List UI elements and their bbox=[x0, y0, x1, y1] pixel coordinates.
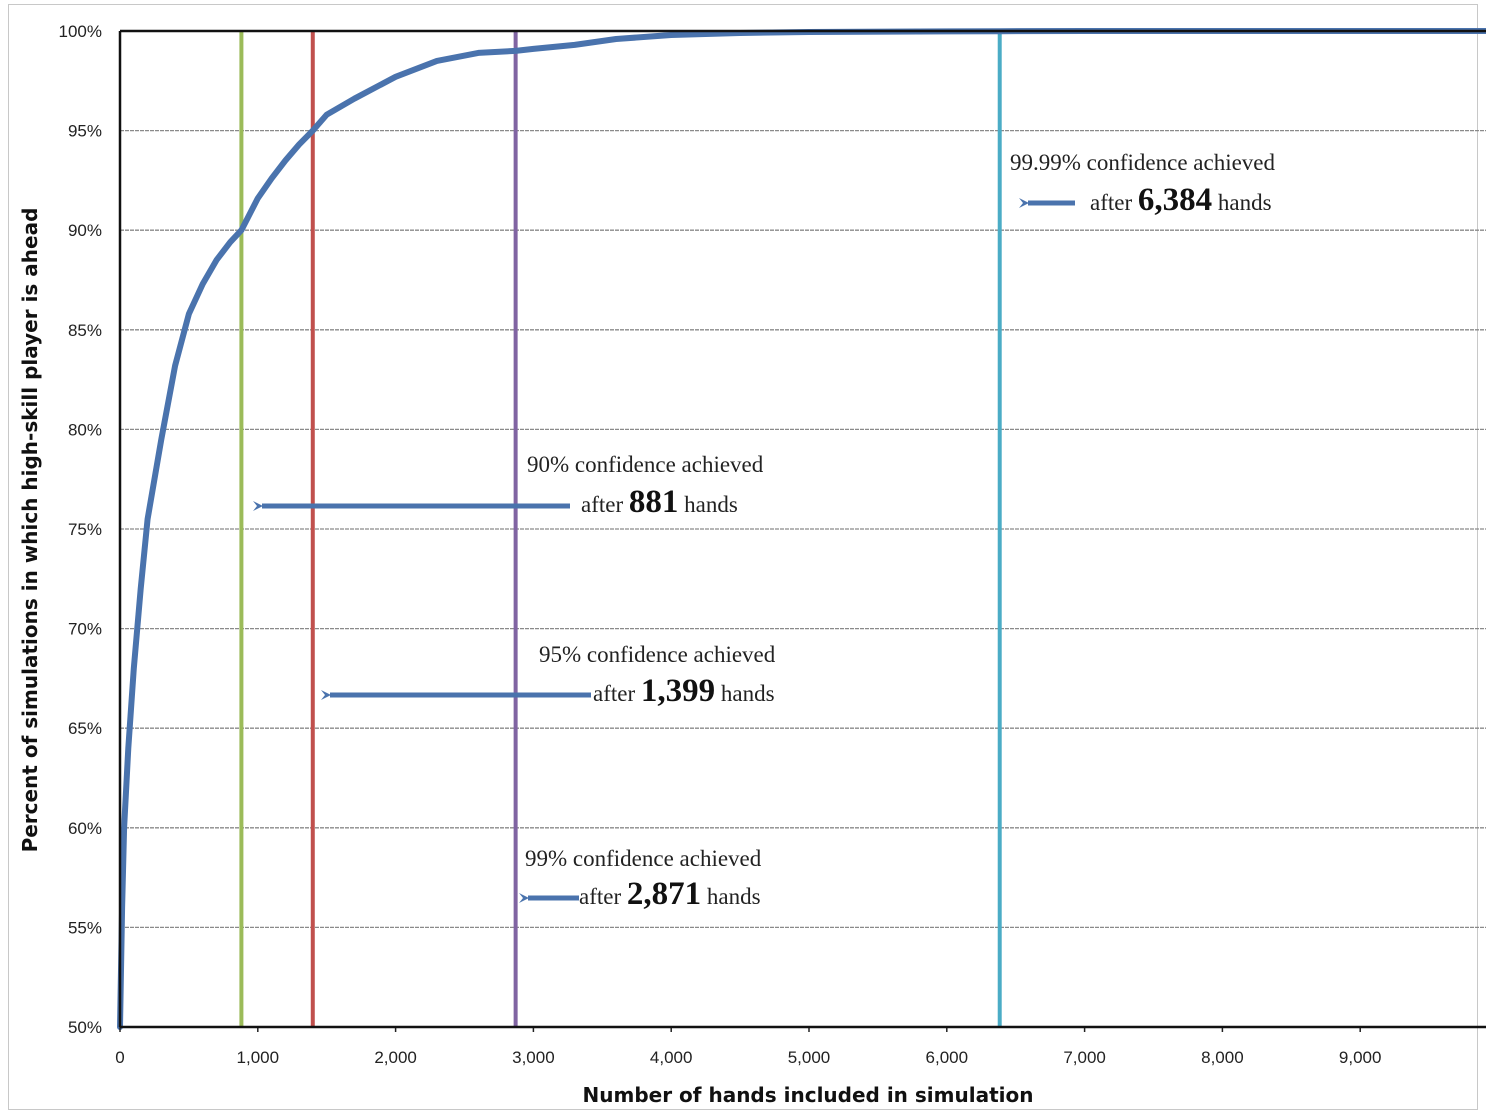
annotation-90-line1: 90% confidence achieved bbox=[527, 452, 764, 477]
tick-labels: 50% 55% 60% 65% 70% 75% 80% 85% 90% 95% 100% 0 1,000… bbox=[59, 22, 1382, 1067]
y-tick-label: 65% bbox=[68, 719, 102, 738]
x-axis-label: Number of hands included in simulation bbox=[583, 1083, 1034, 1107]
annotation-95-number: 1,399 bbox=[641, 673, 715, 709]
annotation-99-hands: hands bbox=[707, 884, 761, 909]
x-tick-label: 5,000 bbox=[788, 1048, 831, 1067]
y-tick-label: 60% bbox=[68, 819, 102, 838]
annotation-99-after: after bbox=[579, 884, 621, 909]
annotation-95: 95% confidence achieved after 1,399 hand… bbox=[321, 642, 776, 709]
threshold-lines bbox=[239, 31, 1002, 1027]
y-tick-label: 100% bbox=[59, 22, 102, 41]
annotation-95-line2: after 1,399 hands bbox=[593, 673, 775, 709]
x-tick-label: 1,000 bbox=[237, 1048, 280, 1067]
annotation-99-line1: 99% confidence achieved bbox=[525, 846, 762, 871]
x-tick-label: 8,000 bbox=[1201, 1048, 1244, 1067]
annotation-90-number: 881 bbox=[629, 484, 679, 520]
x-tick-label: 2,000 bbox=[374, 1048, 417, 1067]
y-tick-label: 55% bbox=[68, 918, 102, 937]
y-tick-label: 70% bbox=[68, 620, 102, 639]
annotation-99-number: 2,871 bbox=[627, 876, 701, 912]
annotation-90: 90% confidence achieved after 881 hands bbox=[253, 452, 764, 520]
y-tick-label: 95% bbox=[68, 122, 102, 141]
annotation-90-line2: after 881 hands bbox=[581, 484, 738, 520]
annotation-9999-after: after bbox=[1090, 190, 1132, 215]
annotation-99-line2: after 2,871 hands bbox=[579, 876, 761, 912]
axes bbox=[118, 29, 1486, 1032]
annotation-99: 99% confidence achieved after 2,871 hand… bbox=[519, 846, 762, 912]
annotation-9999-line1: 99.99% confidence achieved bbox=[1010, 150, 1276, 175]
y-tick-label: 75% bbox=[68, 520, 102, 539]
y-axis-label: Percent of simulations in which high-ski… bbox=[18, 208, 42, 853]
annotation-95-after: after bbox=[593, 681, 635, 706]
annotation-90-hands: hands bbox=[684, 492, 738, 517]
annotation-9999-line2: after 6,384 hands bbox=[1090, 182, 1272, 218]
annotation-90-after: after bbox=[581, 492, 623, 517]
annotation-9999-number: 6,384 bbox=[1138, 182, 1212, 218]
x-tick-label: 6,000 bbox=[926, 1048, 969, 1067]
y-tick-label: 50% bbox=[68, 1018, 102, 1037]
x-tick-label: 0 bbox=[115, 1048, 124, 1067]
chart-frame bbox=[8, 4, 1478, 1110]
x-tick-label: 3,000 bbox=[512, 1048, 555, 1067]
x-tick-label: 9,000 bbox=[1339, 1048, 1382, 1067]
y-tick-label: 90% bbox=[68, 221, 102, 240]
annotation-95-hands: hands bbox=[721, 681, 775, 706]
x-tick-label: 7,000 bbox=[1063, 1048, 1106, 1067]
x-tick-label: 4,000 bbox=[650, 1048, 693, 1067]
annotation-95-line1: 95% confidence achieved bbox=[539, 642, 776, 667]
y-tick-label: 80% bbox=[68, 420, 102, 439]
y-tick-label: 85% bbox=[68, 321, 102, 340]
annotation-9999: 99.99% confidence achieved after 6,384 h… bbox=[1010, 150, 1276, 218]
grid-lines bbox=[120, 30, 1486, 929]
annotation-9999-hands: hands bbox=[1218, 190, 1272, 215]
